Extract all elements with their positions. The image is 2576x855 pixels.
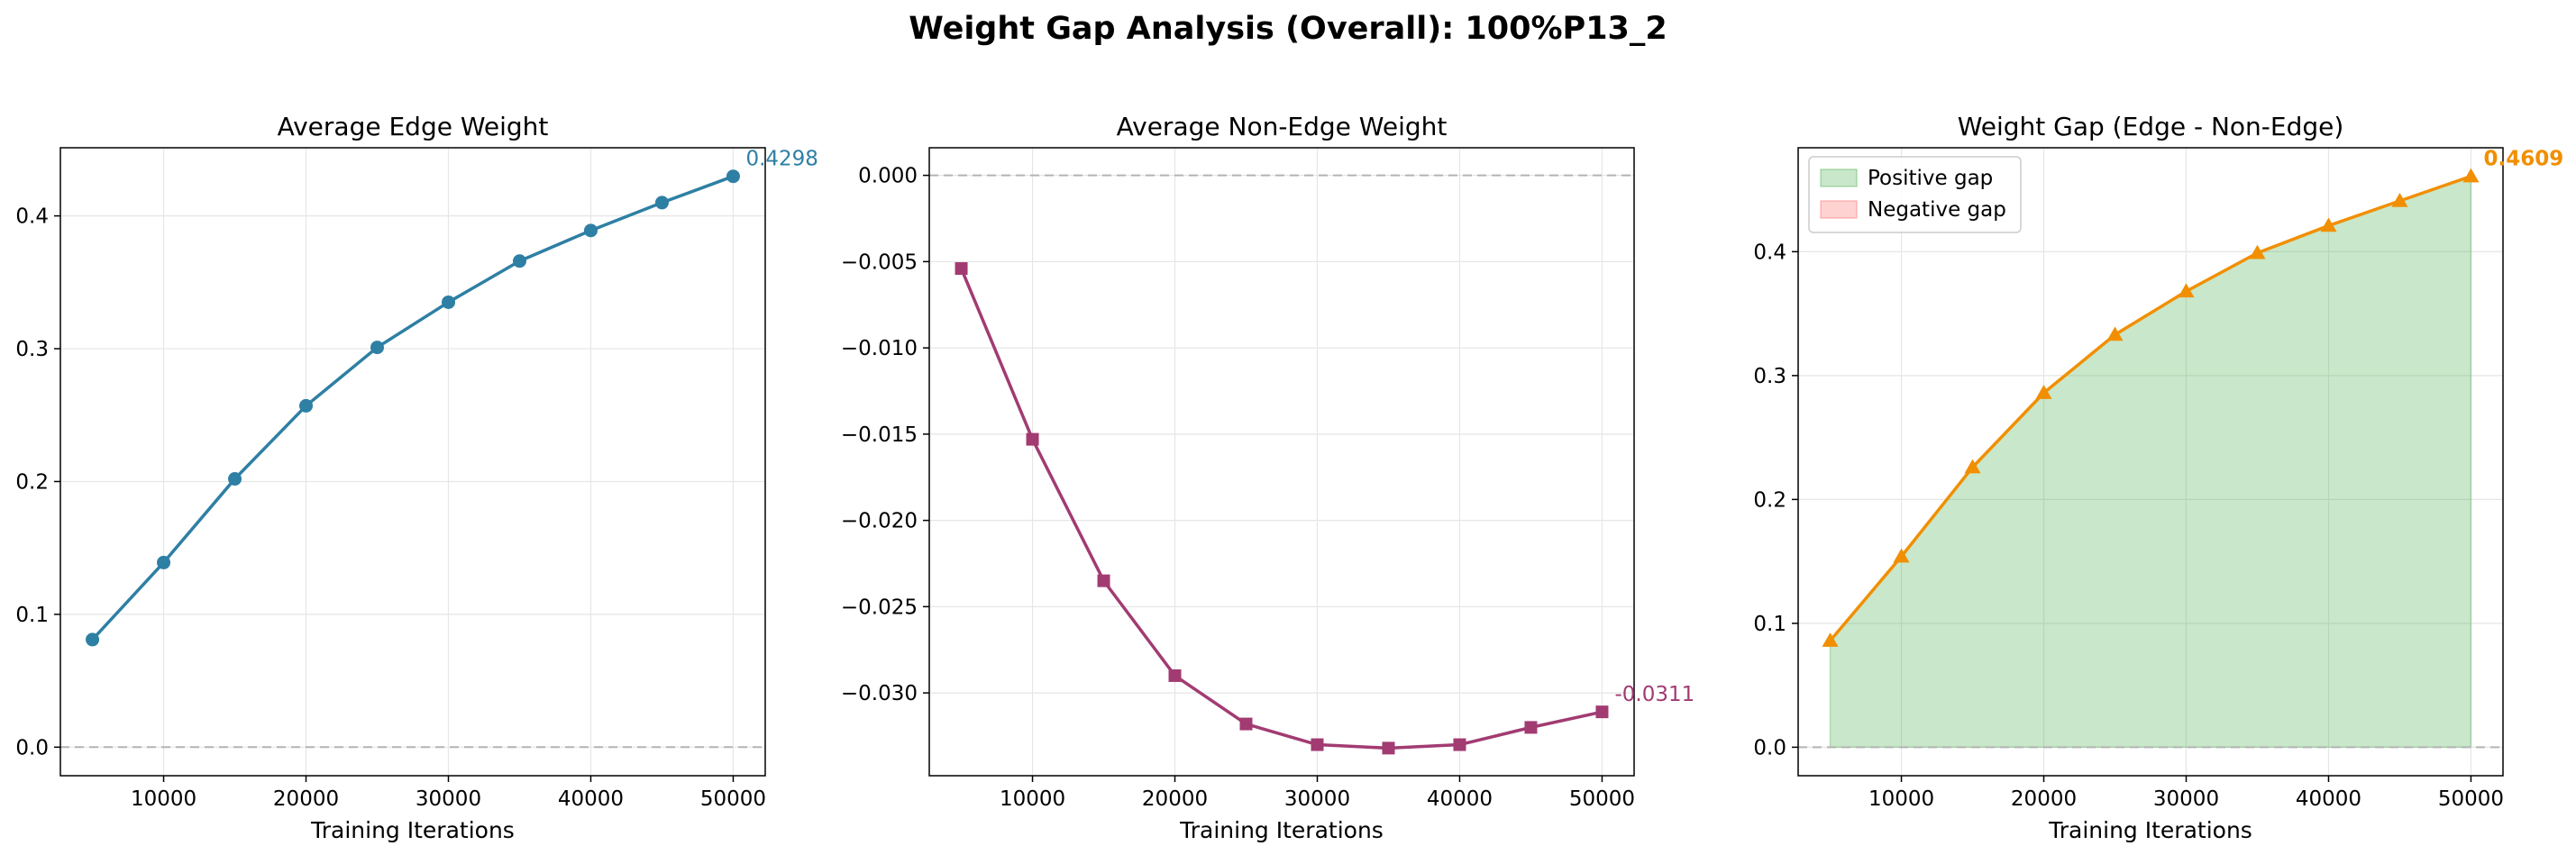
data-point-marker bbox=[1595, 705, 1609, 719]
data-point-marker bbox=[955, 262, 968, 276]
legend-box bbox=[1808, 156, 2022, 233]
data-point-marker bbox=[654, 196, 669, 210]
x-tick-label: 40000 bbox=[2296, 787, 2361, 811]
series-line bbox=[91, 175, 735, 641]
data-point-marker bbox=[2462, 168, 2480, 183]
plot-area bbox=[929, 148, 1634, 776]
legend-label: Negative gap bbox=[1868, 198, 2006, 222]
data-point-marker bbox=[2178, 283, 2195, 298]
x-axis-label: Training Iterations bbox=[1179, 817, 1384, 843]
x-tick-label: 40000 bbox=[558, 787, 624, 811]
y-tick-label: 0.0 bbox=[15, 736, 49, 759]
last-value-annotation: 0.4609 bbox=[2483, 148, 2563, 171]
data-point-marker bbox=[512, 254, 526, 268]
x-tick-label: 30000 bbox=[416, 787, 481, 811]
y-tick-label: −0.010 bbox=[841, 337, 918, 360]
y-tick-label: −0.020 bbox=[841, 510, 918, 533]
chart-panel-2: 10000 20000 30000 40000 50000 0.000 −0.005 −0.0… bbox=[841, 112, 1694, 843]
x-tick-label: 10000 bbox=[1868, 787, 1934, 811]
axes-frame bbox=[928, 147, 1635, 777]
y-tick-label: 0.2 bbox=[1753, 488, 1786, 512]
y-tick-label: 0.1 bbox=[1753, 613, 1786, 636]
last-value-annotation: 0.4298 bbox=[745, 148, 818, 171]
x-tick-label: 50000 bbox=[700, 787, 766, 811]
x-tick-label: 10000 bbox=[131, 787, 196, 811]
chart-title: Average Non-Edge Weight bbox=[1117, 112, 1448, 141]
data-point-marker bbox=[1382, 741, 1395, 755]
x-tick-label: 20000 bbox=[273, 787, 339, 811]
data-point-marker bbox=[1453, 738, 1466, 751]
data-point-marker bbox=[299, 398, 314, 413]
data-point-marker bbox=[2249, 244, 2266, 259]
data-point-marker bbox=[1097, 574, 1110, 587]
data-point-marker bbox=[1311, 738, 1324, 751]
data-point-marker bbox=[157, 555, 171, 569]
data-point-marker bbox=[2391, 192, 2408, 207]
legend-swatch bbox=[1820, 168, 1858, 187]
data-point-marker bbox=[1964, 459, 1981, 474]
axes-frame bbox=[1797, 147, 2504, 777]
data-point-marker bbox=[1026, 432, 1039, 446]
data-point-marker bbox=[86, 632, 100, 647]
x-tick-label: 10000 bbox=[1000, 787, 1065, 811]
y-tick-label: −0.005 bbox=[841, 250, 918, 274]
y-tick-label: 0.3 bbox=[1753, 365, 1786, 388]
y-tick-label: 0.0 bbox=[1753, 736, 1786, 759]
data-point-marker bbox=[1168, 669, 1182, 682]
x-tick-label: 20000 bbox=[1142, 787, 1208, 811]
x-tick-label: 40000 bbox=[1427, 787, 1493, 811]
plot-area bbox=[1798, 148, 2503, 776]
data-point-marker bbox=[726, 169, 740, 184]
figure-title: Weight Gap Analysis (Overall): 100%P13_2 bbox=[909, 11, 1667, 47]
y-tick-label: 0.3 bbox=[15, 338, 49, 361]
y-tick-label: −0.030 bbox=[841, 682, 918, 705]
data-point-marker bbox=[1822, 632, 1839, 647]
last-value-annotation: -0.0311 bbox=[1614, 683, 1694, 706]
data-point-marker bbox=[441, 295, 455, 309]
y-tick-label: 0.2 bbox=[15, 470, 49, 494]
chart-panel-1: 10000 20000 30000 40000 50000 0.0 0.1 0.2 0.3 0.4… bbox=[15, 112, 818, 843]
y-tick-label: −0.025 bbox=[841, 596, 918, 619]
x-axis-label: Training Iterations bbox=[310, 817, 515, 843]
y-tick-label: −0.015 bbox=[841, 423, 918, 447]
data-point-marker bbox=[1893, 548, 1910, 563]
chart-title: Average Edge Weight bbox=[278, 112, 549, 141]
y-tick-label: 0.4 bbox=[1753, 241, 1786, 264]
x-axis-label: Training Iterations bbox=[2048, 817, 2252, 843]
data-point-marker bbox=[228, 472, 242, 487]
y-tick-label: 0.1 bbox=[15, 604, 49, 627]
data-point-marker bbox=[1239, 717, 1253, 731]
data-point-marker bbox=[2320, 217, 2337, 232]
legend-label: Positive gap bbox=[1868, 167, 1993, 190]
x-tick-label: 30000 bbox=[1284, 787, 1350, 811]
series-line bbox=[959, 268, 1603, 750]
y-tick-label: 0.000 bbox=[858, 165, 918, 188]
data-point-marker bbox=[370, 341, 385, 355]
y-tick-label: 0.4 bbox=[15, 205, 49, 229]
x-tick-label: 30000 bbox=[2153, 787, 2219, 811]
chart-panel-3: 10000 20000 30000 40000 50000 0.0 0.1 0.2 0.3 0.4… bbox=[1753, 112, 2563, 843]
data-point-marker bbox=[2106, 326, 2124, 341]
data-point-marker bbox=[2035, 385, 2052, 399]
axes-frame bbox=[59, 147, 766, 777]
data-point-marker bbox=[1524, 721, 1538, 734]
plot-area bbox=[60, 148, 765, 776]
x-tick-label: 50000 bbox=[1569, 787, 1635, 811]
x-tick-label: 50000 bbox=[2438, 787, 2504, 811]
x-tick-label: 20000 bbox=[2011, 787, 2077, 811]
chart-title: Weight Gap (Edge - Non-Edge) bbox=[1958, 112, 2344, 141]
chart-panels: 10000 20000 30000 40000 50000 0.0 0.1 0.2 0.3 0.4… bbox=[15, 112, 2563, 843]
data-point-marker bbox=[583, 223, 598, 238]
legend-swatch bbox=[1820, 200, 1858, 219]
series-line bbox=[1829, 174, 2472, 642]
